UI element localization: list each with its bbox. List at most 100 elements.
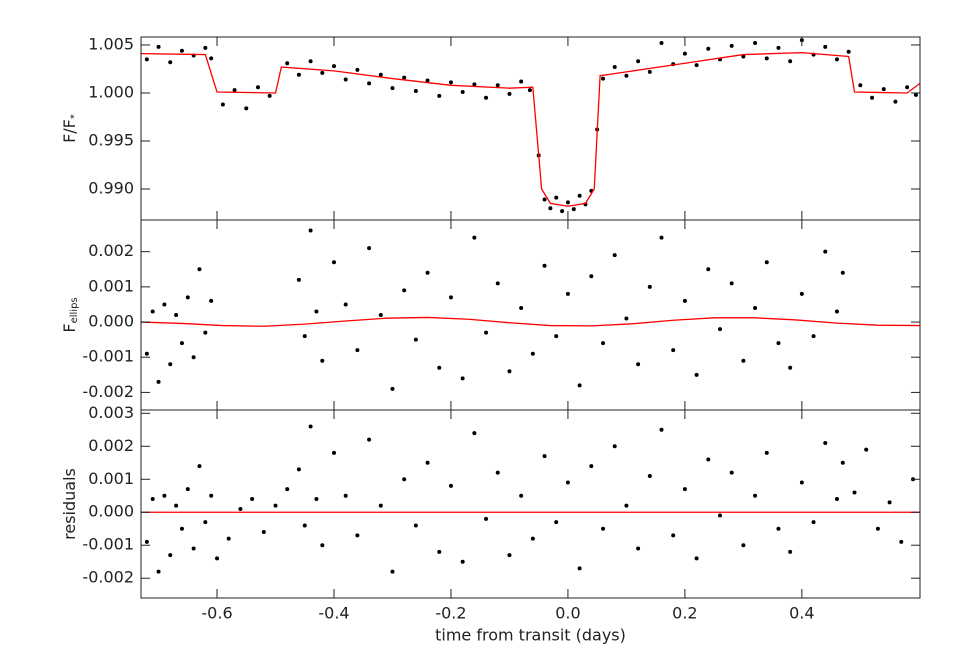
data-point — [144, 57, 149, 62]
data-point — [413, 89, 418, 94]
data-point — [302, 523, 307, 528]
data-point — [706, 267, 711, 272]
data-point — [209, 56, 214, 61]
data-point — [168, 362, 173, 367]
data-point — [144, 539, 149, 544]
data-point — [741, 543, 746, 548]
data-point — [255, 85, 260, 90]
data-point — [507, 553, 512, 558]
data-point — [367, 246, 372, 251]
data-point — [753, 41, 758, 46]
data-point — [495, 470, 500, 475]
data-point — [203, 520, 208, 525]
y-axis-label-main: F/F — [60, 119, 79, 143]
data-point — [320, 70, 325, 75]
data-point — [788, 59, 793, 64]
data-point — [273, 503, 278, 508]
panel-frame — [140, 219, 921, 411]
plot-area — [141, 228, 920, 391]
data-point — [741, 358, 746, 363]
y-tick-label: 0.995 — [88, 130, 134, 149]
data-point — [179, 526, 184, 531]
data-point — [659, 41, 664, 46]
data-point — [472, 82, 477, 87]
data-point — [682, 487, 687, 492]
data-point — [753, 493, 758, 498]
data-point — [612, 444, 617, 449]
data-point — [390, 86, 395, 91]
data-point — [647, 473, 652, 478]
data-point — [267, 93, 272, 98]
panel-frame — [140, 36, 921, 221]
data-point — [495, 83, 500, 88]
y-tick-label: -0.001 — [82, 535, 134, 554]
data-point — [764, 260, 769, 265]
data-point — [741, 54, 746, 59]
y-axis-label-main: F — [60, 323, 79, 332]
data-point — [624, 73, 629, 78]
panel-frame — [140, 409, 921, 599]
data-point — [840, 270, 845, 275]
data-point — [527, 88, 532, 93]
data-point — [355, 348, 360, 353]
data-point — [671, 533, 676, 538]
data-point — [238, 506, 243, 511]
y-tick-label: 0.001 — [88, 469, 134, 488]
data-point — [495, 281, 500, 286]
data-point — [530, 351, 535, 356]
data-point — [185, 487, 190, 492]
plot-area — [141, 424, 920, 574]
data-point — [519, 305, 524, 310]
y-tick-label: 0.003 — [88, 403, 134, 422]
data-point — [729, 43, 734, 48]
y-tick-label: -0.002 — [82, 382, 134, 401]
data-point — [764, 450, 769, 455]
data-point — [577, 383, 582, 388]
data-point — [215, 556, 220, 561]
data-point — [887, 500, 892, 505]
data-point — [788, 549, 793, 554]
data-point — [402, 477, 407, 482]
data-point — [343, 77, 348, 82]
data-point — [197, 464, 202, 469]
y-tick-label: 0.000 — [88, 312, 134, 331]
data-point — [320, 543, 325, 548]
data-point — [261, 530, 266, 535]
data-point — [174, 503, 179, 508]
data-point — [413, 523, 418, 528]
x-tick-label: -0.2 — [435, 604, 466, 623]
data-point — [296, 72, 301, 77]
data-point — [185, 295, 190, 300]
data-point — [694, 63, 699, 68]
data-point — [472, 235, 477, 240]
data-point — [220, 102, 225, 107]
y-tick-label: -0.002 — [82, 568, 134, 587]
data-point — [589, 274, 594, 279]
data-point — [413, 337, 418, 342]
data-point — [729, 470, 734, 475]
x-tick-label: 0.2 — [672, 604, 697, 623]
data-point — [852, 490, 857, 495]
data-point — [706, 46, 711, 51]
y-axis-label-sub: * — [69, 114, 80, 119]
data-point — [197, 267, 202, 272]
data-point — [823, 249, 828, 254]
data-point — [203, 45, 208, 50]
x-axis-label: time from transit (days) — [435, 626, 626, 645]
data-point — [548, 206, 553, 211]
data-point — [460, 559, 465, 564]
data-point — [870, 95, 875, 100]
data-point — [624, 503, 629, 508]
data-point — [302, 334, 307, 339]
data-point — [571, 207, 576, 212]
data-point — [601, 526, 606, 531]
y-axis-label-sub: ellips — [69, 297, 80, 323]
data-point — [209, 298, 214, 303]
data-point — [402, 288, 407, 293]
x-tick-label: 0.0 — [555, 604, 580, 623]
data-point — [840, 460, 845, 465]
data-point — [355, 533, 360, 538]
data-point — [834, 497, 839, 502]
data-point — [612, 253, 617, 258]
data-point — [636, 362, 641, 367]
